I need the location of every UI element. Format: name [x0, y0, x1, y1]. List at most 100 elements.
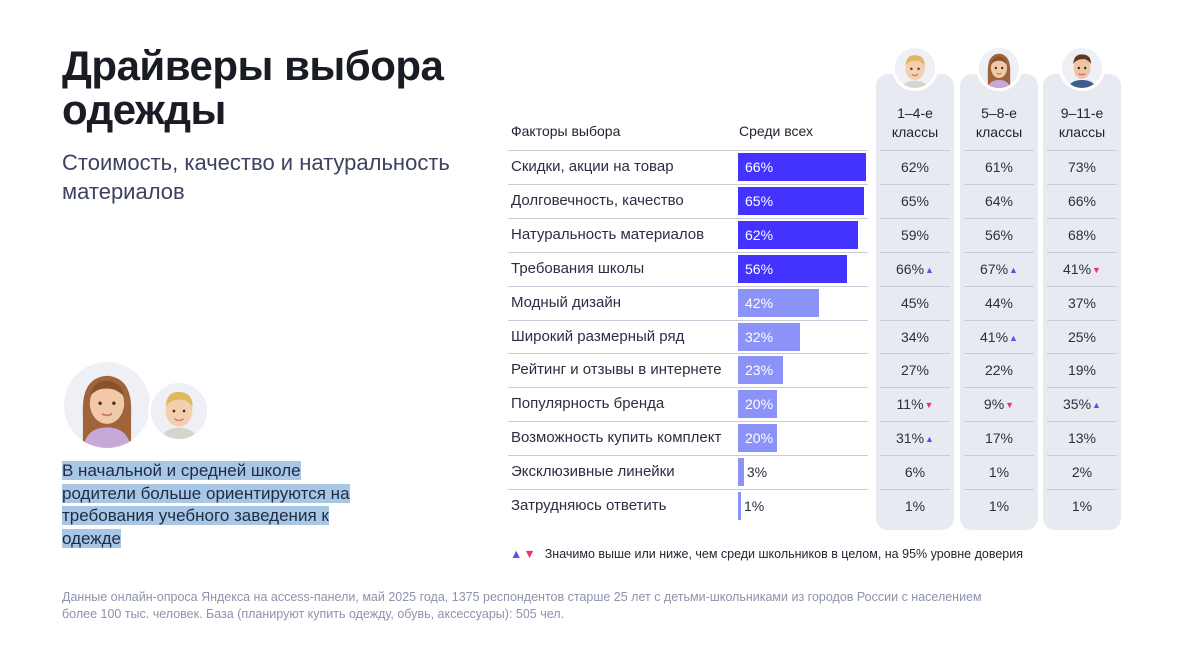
factor-label: Возможность купить комплект	[511, 429, 722, 447]
row-divider	[880, 353, 950, 355]
down-triangle-icon: ▼	[924, 400, 934, 411]
row-divider	[508, 285, 868, 287]
group-value-text: 73%	[1067, 159, 1097, 175]
footnote: Данные онлайн-опроса Яндекса на access-п…	[62, 590, 982, 621]
row-divider	[880, 319, 950, 321]
group-value: 2%	[1043, 464, 1121, 480]
data-label: 3%	[746, 464, 768, 481]
data-label: 23%	[745, 362, 774, 379]
girl-avatar	[976, 45, 1022, 91]
group-value: 1%	[876, 498, 954, 514]
bar	[738, 492, 741, 520]
row-divider	[880, 251, 950, 253]
factor-label: Широкий размерный ряд	[511, 327, 685, 345]
factor-label: Эксклюзивные линейки	[511, 463, 675, 481]
group-value-text: 67%	[980, 260, 1009, 277]
group-value-text: 1%	[904, 498, 926, 514]
row-divider	[1047, 387, 1117, 389]
group-value-text: 19%	[1067, 362, 1097, 379]
row-divider	[1047, 421, 1117, 423]
row-divider	[880, 455, 950, 457]
group-value: 22%	[960, 362, 1038, 378]
group-value: 62%	[876, 159, 954, 175]
row-divider	[964, 251, 1034, 253]
group-value-text: 65%	[900, 192, 930, 209]
group-value-text: 2%	[1071, 464, 1093, 481]
up-triangle-icon: ▲	[1009, 264, 1018, 275]
legend-text: Значимо выше или ниже, чем среди школьни…	[544, 547, 1023, 561]
boy-avatar	[148, 380, 210, 442]
group-value: 41%▲	[960, 329, 1038, 345]
row-divider	[964, 319, 1034, 321]
group-value-text: 9%	[983, 396, 1005, 413]
page-subtitle: Стоимость, качество и натуральность мате…	[62, 150, 450, 204]
up-triangle-icon: ▲	[925, 434, 934, 445]
data-label: 66%	[745, 159, 774, 175]
group-value-text: 66%	[1067, 192, 1097, 209]
row-divider	[508, 455, 868, 457]
group-value-text: 25%	[1067, 328, 1097, 345]
row-divider	[1047, 285, 1117, 287]
group-value: 65%	[876, 193, 954, 209]
boy-young-avatar	[892, 45, 938, 91]
group-value-text: 37%	[1067, 294, 1097, 311]
column-header-5-8: 5–8-е классы	[975, 105, 1023, 140]
down-triangle-icon: ▼	[1092, 264, 1101, 275]
bar	[738, 322, 801, 351]
data-label: 56%	[745, 260, 774, 277]
group-value-text: 11%	[896, 396, 924, 413]
row-divider	[1047, 455, 1117, 457]
group-value-text: 61%	[984, 159, 1014, 175]
data-label: 62%	[745, 226, 774, 243]
data-label: 32%	[745, 328, 774, 345]
row-divider	[964, 421, 1034, 423]
group-value: 37%	[1043, 295, 1121, 311]
factor-label: Скидки, акции на товар	[511, 158, 674, 175]
group-value: 1%	[960, 464, 1038, 480]
up-triangle-icon: ▲	[925, 264, 934, 275]
factor-label: Рейтинг и отзывы в интернете	[511, 361, 722, 379]
group-value: 59%	[876, 227, 954, 243]
group-value: 19%	[1043, 362, 1121, 378]
row-divider	[880, 183, 950, 185]
group-value: 34%	[876, 329, 954, 345]
group-value-text: 41%	[1063, 260, 1092, 277]
data-label: 65%	[745, 192, 774, 209]
data-label: 42%	[745, 294, 774, 311]
row-divider	[508, 251, 868, 253]
up-triangle-icon: ▲	[510, 547, 523, 561]
group-value: 41%▼	[1043, 261, 1121, 277]
group-value: 1%	[1043, 498, 1121, 514]
row-divider	[880, 489, 950, 490]
group-value: 35%▲	[1043, 396, 1121, 412]
bar	[738, 390, 777, 419]
row-divider	[964, 455, 1034, 457]
group-value-text: 44%	[984, 294, 1014, 311]
header-factor: Факторы выбора	[511, 123, 621, 139]
group-value-text: 68%	[1067, 226, 1097, 243]
bar	[738, 458, 744, 487]
factor-label: Натуральность материалов	[511, 225, 705, 243]
group-value: 45%	[876, 295, 954, 311]
data-label: 1%	[744, 498, 765, 514]
group-value-text: 56%	[984, 226, 1014, 243]
down-triangle-icon: ▼	[523, 547, 536, 561]
group-value: 66%▲	[876, 261, 954, 277]
row-divider	[508, 489, 868, 490]
factor-label: Популярность бренда	[511, 395, 665, 413]
up-triangle-icon: ▲	[1009, 332, 1018, 343]
group-value-text: 35%	[1063, 396, 1092, 413]
row-divider	[964, 285, 1034, 287]
group-value: 11%▼	[876, 396, 954, 412]
group-value: 17%	[960, 430, 1038, 446]
row-divider	[1047, 319, 1117, 321]
bar	[738, 424, 777, 453]
group-value: 66%	[1043, 193, 1121, 209]
row-divider	[1047, 251, 1117, 253]
row-divider	[964, 150, 1034, 151]
row-divider	[964, 217, 1034, 219]
group-value-text: 62%	[900, 159, 930, 175]
page-title: Драйверы выбора одежды	[62, 42, 444, 133]
group-value-text: 59%	[900, 226, 930, 243]
up-triangle-icon: ▲	[1092, 400, 1101, 411]
